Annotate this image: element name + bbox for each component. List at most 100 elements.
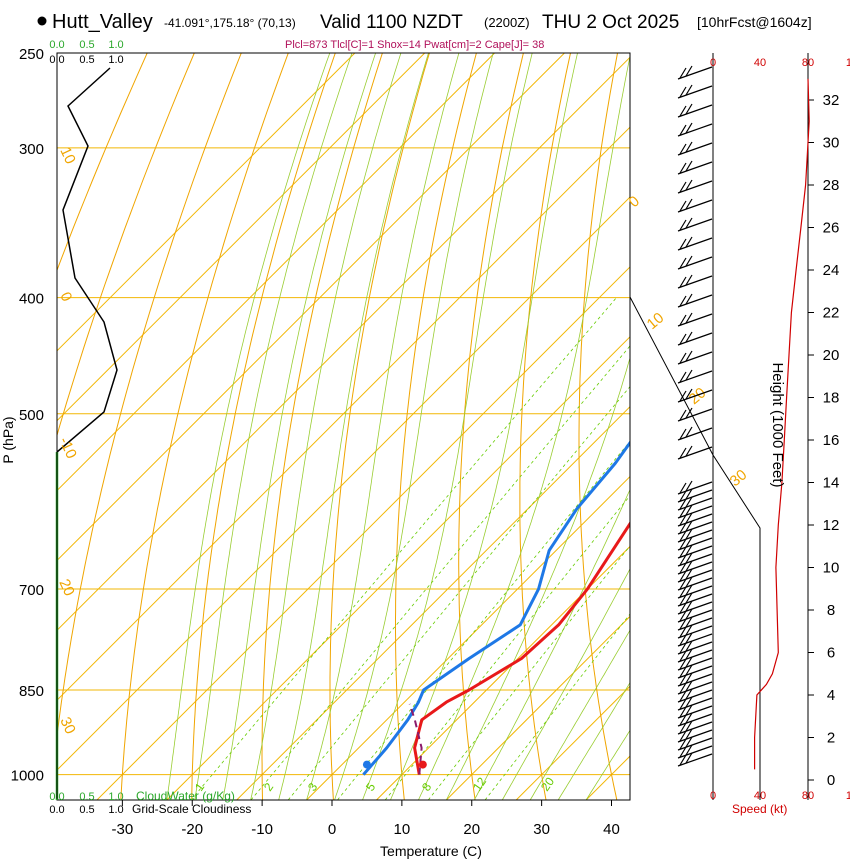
mixing-ratio-line <box>384 495 630 800</box>
cloudiness-tick-top: 1.0 <box>108 54 123 66</box>
wind-barb-icon <box>677 664 713 679</box>
mixing-ratio-line <box>427 545 630 800</box>
wind-barb-icon <box>677 274 713 289</box>
pressure-tick-label: 300 <box>19 141 44 158</box>
cloudwater-tick-bottom: 0.5 <box>79 791 94 803</box>
isotherm-line <box>376 545 630 800</box>
dry-adiabat-label: 30 <box>56 715 78 737</box>
height-tick-label: 24 <box>823 262 840 279</box>
wind-barb-icon <box>677 160 713 175</box>
station-name: Hutt_Valley <box>52 11 153 33</box>
isotherm-line <box>57 53 495 492</box>
dry-adiabat-label: 0 <box>56 290 75 305</box>
wind-barb-icon <box>677 712 713 727</box>
moist-adiabat-line <box>585 729 630 800</box>
isotherm-line <box>57 53 426 422</box>
mixing-ratio-line <box>484 613 630 800</box>
wind-barb-icon <box>677 688 713 703</box>
wind-barb-icon <box>677 426 713 441</box>
wind-barb-icon <box>677 648 713 663</box>
height-tick-label: 30 <box>823 135 840 152</box>
dry-adiabat-line <box>746 53 830 800</box>
wind-barb-icon <box>677 293 713 308</box>
parcel-curve <box>408 703 423 775</box>
station-bullet-icon <box>37 16 47 26</box>
moist-adiabat-line <box>194 53 353 800</box>
speed-tick-top: 80 <box>802 57 814 69</box>
height-tick-label: 22 <box>823 305 840 322</box>
wind-barb-icon <box>677 520 713 535</box>
dry-adiabat-line <box>519 53 571 800</box>
dry-adiabat-line <box>57 53 195 438</box>
wind-barb-icon <box>677 600 713 615</box>
panel-connector-line <box>629 296 761 800</box>
pressure-tick-label: 700 <box>19 582 44 599</box>
wind-barb-icon <box>677 388 713 403</box>
wind-barb-icon <box>677 179 713 194</box>
cloudiness-tick-top: 0.0 <box>49 54 64 66</box>
moist-adiabat-line <box>529 629 630 800</box>
right-panel: 0246810121416182022242628303200404080801… <box>629 53 850 802</box>
isotherm-line <box>236 406 630 800</box>
height-tick-label: 26 <box>823 220 840 237</box>
height-tick-label: 32 <box>823 92 840 109</box>
wind-barb-icon <box>677 407 713 422</box>
height-tick-label: 2 <box>827 730 835 747</box>
dry-adiabat-label: 10 <box>56 145 78 167</box>
wind-barb-icon <box>677 217 713 232</box>
height-tick-label: 4 <box>827 687 835 704</box>
mixing-ratio-line <box>250 345 630 800</box>
wind-barb-icon <box>677 544 713 559</box>
pressure-tick-label: 850 <box>19 683 44 700</box>
mixing-ratio-line <box>190 297 617 800</box>
wind-barb-icon <box>677 656 713 671</box>
dry-adiabat-label: 20 <box>55 577 77 599</box>
isotherm-line <box>57 56 630 632</box>
cloudwater-tick-bottom: 0.0 <box>49 791 64 803</box>
isotherm-line <box>57 53 356 352</box>
dry-adiabat-label: 0 <box>626 193 643 211</box>
temp-tick-label: 20 <box>463 821 480 838</box>
wind-barb-icon <box>677 576 713 591</box>
wind-barb-icon <box>677 198 713 213</box>
height-axis-title: Height (1000 Feet) <box>769 362 786 487</box>
wind-barb-icon <box>677 496 713 511</box>
speed-tick-bottom: 120 <box>846 790 850 802</box>
cloudwater-tick-top: 0.5 <box>79 39 94 51</box>
speed-tick-bottom: 0 <box>710 790 716 802</box>
cloudiness-label: Grid-Scale Cloudiness <box>132 802 251 816</box>
moist-adiabat-line <box>306 53 460 800</box>
isotherm-line <box>585 755 630 800</box>
wind-barb-icon <box>677 236 713 251</box>
wind-barb-icon <box>677 704 713 719</box>
height-tick-label: 16 <box>823 432 840 449</box>
wind-barb-icon <box>677 65 713 80</box>
pressure-tick-label: 400 <box>19 291 44 308</box>
wind-barb-icon <box>677 528 713 543</box>
moist-adiabat-line <box>278 53 429 800</box>
wind-barb-icon <box>677 445 713 460</box>
wind-barb-icon <box>677 312 713 327</box>
wind-barb-icon <box>677 103 713 118</box>
moist-adiabat-line <box>222 53 376 800</box>
wind-barb-icon <box>677 752 713 767</box>
cloudiness-curve <box>57 67 118 453</box>
wind-barb-icon <box>677 84 713 99</box>
wind-barb-icon <box>677 560 713 575</box>
wind-barb-icon <box>677 552 713 567</box>
wind-barb-icon <box>677 369 713 384</box>
wind-barb-icon <box>677 640 713 655</box>
valid-date: THU 2 Oct 2025 <box>542 12 679 33</box>
speed-label: Speed (kt) <box>732 802 787 816</box>
forecast-info: [10hrFcst@1604z] <box>697 14 812 30</box>
valid-time: Valid 1100 NZDT <box>320 12 463 33</box>
height-tick-label: 18 <box>823 390 840 407</box>
moist-adiabat-line <box>557 681 630 800</box>
utc-time: (2200Z) <box>484 15 530 30</box>
speed-tick-top: 120 <box>846 57 850 69</box>
mixing-ratio-line <box>337 440 630 800</box>
isotherm-line <box>166 336 630 800</box>
wind-barb-icon <box>677 141 713 156</box>
